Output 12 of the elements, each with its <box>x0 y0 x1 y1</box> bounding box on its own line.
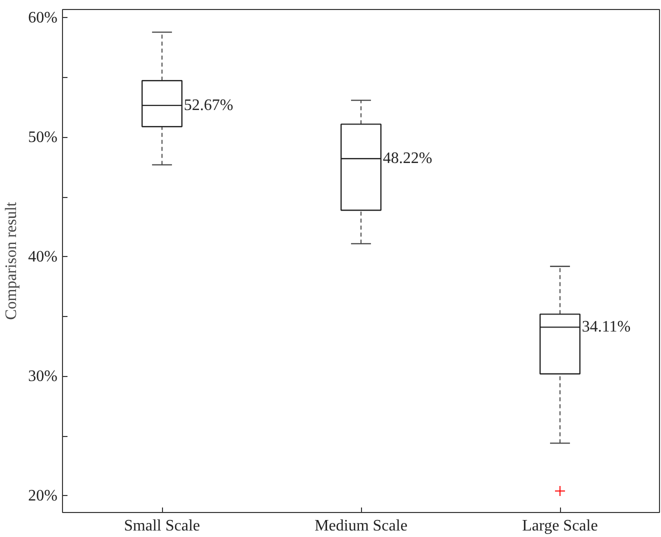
x-tick-label: Large Scale <box>522 518 598 534</box>
y-tick-label: 50% <box>28 128 58 146</box>
y-tick-label: 30% <box>28 368 58 385</box>
text: 34.11% <box>582 318 631 336</box>
y-axis-title: Comparison result <box>3 202 20 320</box>
y-tick-label: 20% <box>28 487 58 504</box>
text: 52.67% <box>184 96 234 114</box>
text: 48.22% <box>382 150 432 168</box>
x-tick-label: Medium Scale <box>314 518 408 534</box>
x-tick-label: Small Scale <box>124 518 200 534</box>
y-tick-label: 40% <box>28 248 58 266</box>
y-tick-label: 60% <box>28 9 58 26</box>
